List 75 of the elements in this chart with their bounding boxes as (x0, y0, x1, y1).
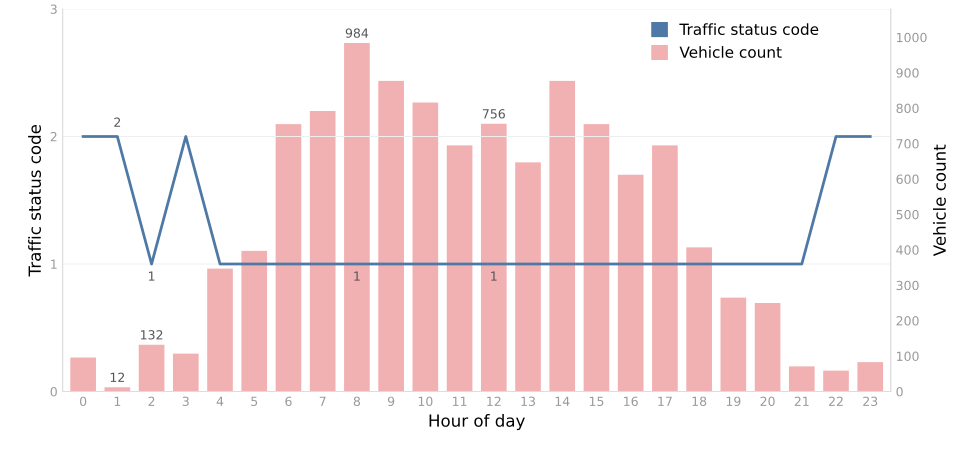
data-label: 1 (354, 272, 360, 281)
y2-tick-label: 600 (896, 174, 919, 184)
x-tick-label: 19 (726, 396, 740, 406)
bar (857, 362, 884, 392)
x-tick-label: 18 (692, 396, 706, 406)
y2-tick-label: 1000 (897, 32, 927, 42)
y2-axis-title: Vehicle count (933, 144, 946, 256)
bar (241, 250, 268, 392)
data-label: 132 (141, 330, 162, 340)
bar (754, 302, 780, 392)
x-tick-label: 21 (794, 396, 809, 406)
bar (549, 80, 576, 392)
x-tick-label: 1 (114, 396, 120, 406)
x-tick-label: 23 (863, 396, 878, 406)
bar (584, 124, 610, 392)
y2-tick-label: 100 (897, 352, 919, 362)
x-tick-label: 5 (251, 396, 258, 406)
x-tick-label: 3 (182, 396, 189, 406)
y2-tick-label: 700 (896, 139, 919, 149)
bar (276, 124, 302, 392)
y2-tick-label: 800 (896, 104, 919, 114)
bar (788, 366, 815, 392)
x-tick-label: 22 (828, 396, 843, 406)
data-label: 756 (482, 109, 505, 119)
y2-tick-label: 400 (896, 245, 919, 255)
x-tick-label: 16 (624, 396, 638, 406)
bar (823, 370, 849, 392)
bar (618, 174, 644, 392)
bar (515, 162, 541, 392)
x-tick-label: 6 (285, 396, 292, 406)
x-tick-label: 7 (320, 396, 326, 406)
x-tick-label: 0 (80, 396, 86, 406)
y-tick-label: 1 (51, 260, 57, 269)
x-tick-label: 14 (556, 396, 570, 406)
x-tick-label: 2 (148, 396, 154, 406)
bar (138, 344, 164, 392)
bar (480, 124, 507, 392)
y2-tick-label: 300 (896, 280, 919, 290)
y2-tick-label: 900 (896, 68, 919, 78)
x-tick-label: 20 (760, 396, 775, 406)
x-tick-label: 4 (216, 396, 224, 406)
bar (686, 247, 712, 392)
x-tick-label: 8 (354, 396, 360, 406)
data-label: 1 (148, 272, 154, 281)
bar (412, 102, 438, 392)
data-label: 12 (110, 372, 124, 382)
bar (446, 145, 472, 392)
bar (70, 358, 96, 392)
y-tick-label: 3 (50, 4, 57, 14)
bar (344, 43, 370, 392)
bar (310, 111, 336, 392)
legend-label: Traffic status code (679, 23, 818, 36)
x-tick-label: 13 (521, 396, 535, 406)
x-tick-label: 11 (452, 396, 466, 406)
legend-label: Vehicle count (680, 46, 782, 58)
data-label: 2 (114, 118, 120, 127)
x-tick-label: 10 (418, 396, 432, 406)
y2-tick-label: 200 (896, 316, 919, 326)
y2-tick-label: 500 (896, 210, 919, 220)
bar (652, 145, 678, 392)
bar (207, 268, 233, 392)
bar (720, 298, 746, 392)
bar (378, 80, 404, 392)
x-tick-label: 15 (590, 396, 604, 406)
y-axis-title: Traffic status code (28, 124, 41, 276)
x-tick-label: 12 (487, 396, 500, 406)
x-tick-label: 9 (388, 396, 394, 406)
data-label: 1 (491, 272, 497, 281)
y-tick-label: 0 (50, 386, 57, 396)
x-tick-label: 17 (658, 396, 672, 406)
y2-tick-label: 0 (896, 386, 903, 396)
y-tick-label: 2 (50, 132, 56, 142)
x-axis-title: Hour of day (430, 414, 525, 430)
bar (172, 354, 199, 392)
data-label: 984 (346, 28, 368, 38)
